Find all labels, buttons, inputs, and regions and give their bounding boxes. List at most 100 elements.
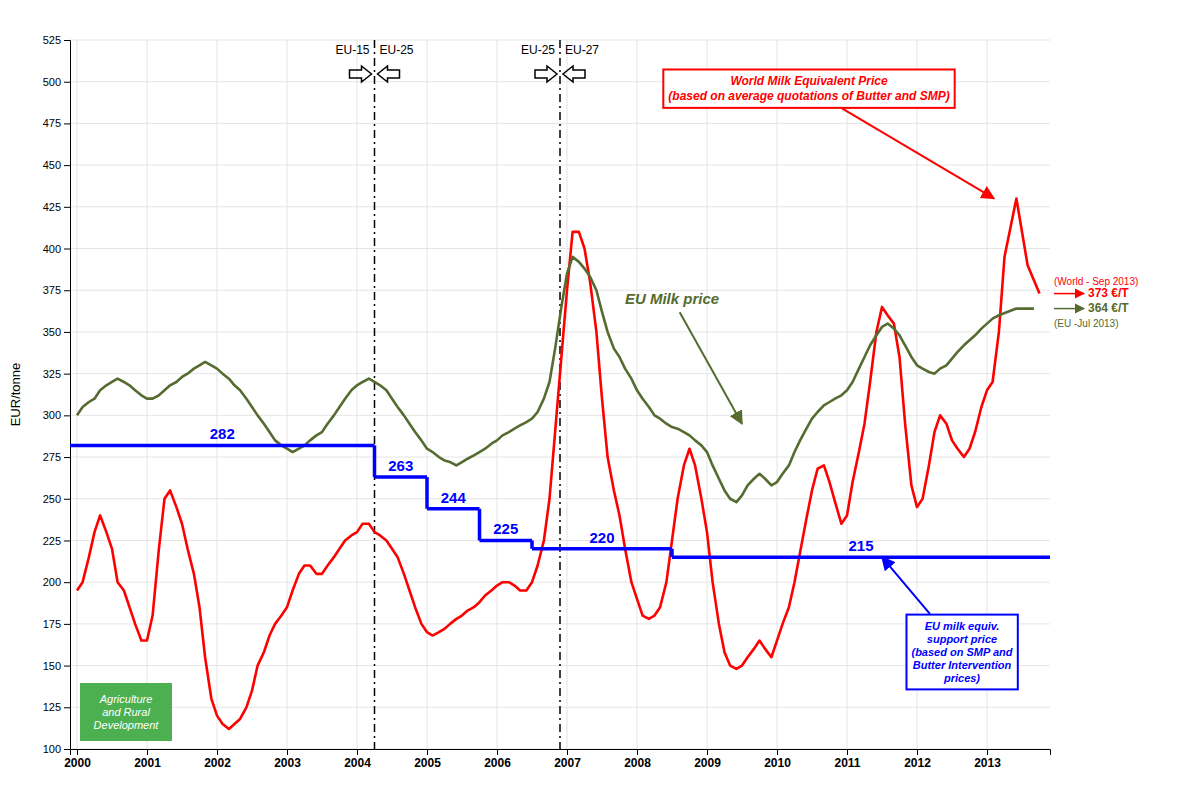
y-axis-line	[64, 41, 71, 750]
y-tick-label: 175	[43, 618, 61, 630]
y-tick-label: 225	[43, 534, 61, 546]
grid-line	[77, 40, 78, 749]
x-tick-mark	[777, 749, 778, 755]
expansion-label: EU-15	[335, 43, 369, 57]
step-segment	[427, 507, 480, 511]
data-label: 220	[589, 529, 614, 546]
y-tick: 425	[43, 201, 70, 213]
x-tick-mark	[637, 749, 638, 755]
series-line	[77, 257, 1034, 502]
end-note: (EU -Jul 2013)	[1054, 318, 1118, 329]
y-tick-mark	[64, 207, 70, 208]
world-price-line	[77, 198, 1040, 728]
y-tick: 475	[43, 117, 70, 129]
x-tick-mark	[427, 749, 428, 755]
y-tick-mark	[64, 290, 70, 291]
x-tick-mark	[567, 749, 568, 755]
x-tick-label: 2008	[624, 756, 651, 770]
y-tick-label: 475	[43, 117, 61, 129]
y-tick: 450	[43, 159, 70, 171]
y-tick-mark	[64, 415, 70, 416]
annotation-arrow	[680, 312, 742, 423]
x-tick-mark	[217, 749, 218, 755]
logo: Agricultureand RuralDevelopment	[80, 683, 172, 741]
x-tick-mark	[357, 749, 358, 755]
annotation-text: EU milk equiv.support price(based on SMP…	[911, 620, 1012, 685]
y-tick-label: 275	[43, 451, 61, 463]
expansion-label: EU-25	[380, 43, 414, 57]
annotation-text: World Milk Equivalent Price(based on ave…	[668, 74, 949, 102]
step-segment	[480, 539, 533, 543]
grid-line	[147, 40, 148, 749]
x-tick-label: 2012	[904, 756, 931, 770]
y-axis-title: EUR/tonne	[8, 363, 23, 427]
annotation: EU milk equiv.support price(based on SMP…	[882, 557, 1018, 689]
y-tick: 375	[43, 284, 70, 296]
x-tick: 2010	[764, 749, 791, 770]
x-tick-label: 2009	[694, 756, 721, 770]
y-tick: 175	[43, 618, 70, 630]
step-riser	[373, 445, 377, 477]
data-label: 282	[210, 425, 235, 442]
x-tick-label: 2010	[764, 756, 791, 770]
grid-line	[70, 123, 1050, 124]
step-riser	[425, 477, 429, 509]
chart: 2000200120022003200420052006200720082009…	[0, 0, 1185, 794]
data-label: 263	[388, 457, 413, 474]
y-tick: 200	[43, 576, 70, 588]
y-axis: 1001251501752002252502753003253503754004…	[43, 34, 71, 755]
x-tick: 2009	[694, 749, 721, 770]
y-tick-mark	[64, 749, 70, 750]
end-value-label: 364 €/T	[1088, 301, 1129, 315]
y-tick-label: 125	[43, 701, 61, 713]
step-segment	[672, 555, 1050, 559]
x-tick: 2007	[554, 749, 581, 770]
y-tick-mark	[64, 82, 70, 83]
y-tick: 250	[43, 493, 70, 505]
y-tick-mark	[64, 332, 70, 333]
y-tick-label: 425	[43, 201, 61, 213]
expansion-line	[374, 40, 376, 749]
y-tick: 100	[43, 743, 70, 755]
x-tick-mark	[287, 749, 288, 755]
annotation-text: EU Milk price	[625, 290, 719, 307]
expansion-arrow	[378, 66, 400, 82]
x-tick-label: 2006	[484, 756, 511, 770]
y-tick: 500	[43, 76, 70, 88]
y-tick-mark	[64, 666, 70, 667]
grid-line	[70, 165, 1050, 166]
step-segment	[375, 475, 428, 479]
end-note: (World - Sep 2013)	[1054, 276, 1138, 287]
x-tick-mark	[497, 749, 498, 755]
data-label: 225	[493, 520, 518, 537]
y-tick-label: 400	[43, 243, 61, 255]
y-tick: 125	[43, 701, 70, 713]
grid-line	[637, 40, 638, 749]
x-axis-line	[71, 750, 1051, 756]
x-tick: 2012	[904, 749, 931, 770]
y-tick: 225	[43, 534, 70, 546]
x-tick-label: 2007	[554, 756, 581, 770]
y-tick-mark	[64, 123, 70, 124]
annotation-arrow	[842, 108, 994, 198]
step-riser	[478, 509, 482, 541]
y-tick-mark	[64, 540, 70, 541]
x-tick-mark	[77, 749, 78, 755]
x-tick-label: 2003	[274, 756, 301, 770]
expansion-label: EU-27	[565, 43, 599, 57]
support-steps	[70, 445, 1050, 557]
grid-line	[847, 40, 848, 749]
grid-line	[70, 248, 1050, 249]
y-tick: 350	[43, 326, 70, 338]
grid-line	[567, 40, 568, 749]
y-tick-mark	[64, 165, 70, 166]
x-tick: 2002	[204, 749, 231, 770]
grid-line	[427, 40, 428, 749]
grid-line	[70, 290, 1050, 291]
annotation-box	[663, 69, 954, 107]
x-tick: 2001	[134, 749, 161, 770]
x-tick: 2005	[414, 749, 441, 770]
x-tick-label: 2004	[344, 756, 371, 770]
end-arrow	[1054, 293, 1084, 295]
x-tick: 2004	[344, 749, 371, 770]
